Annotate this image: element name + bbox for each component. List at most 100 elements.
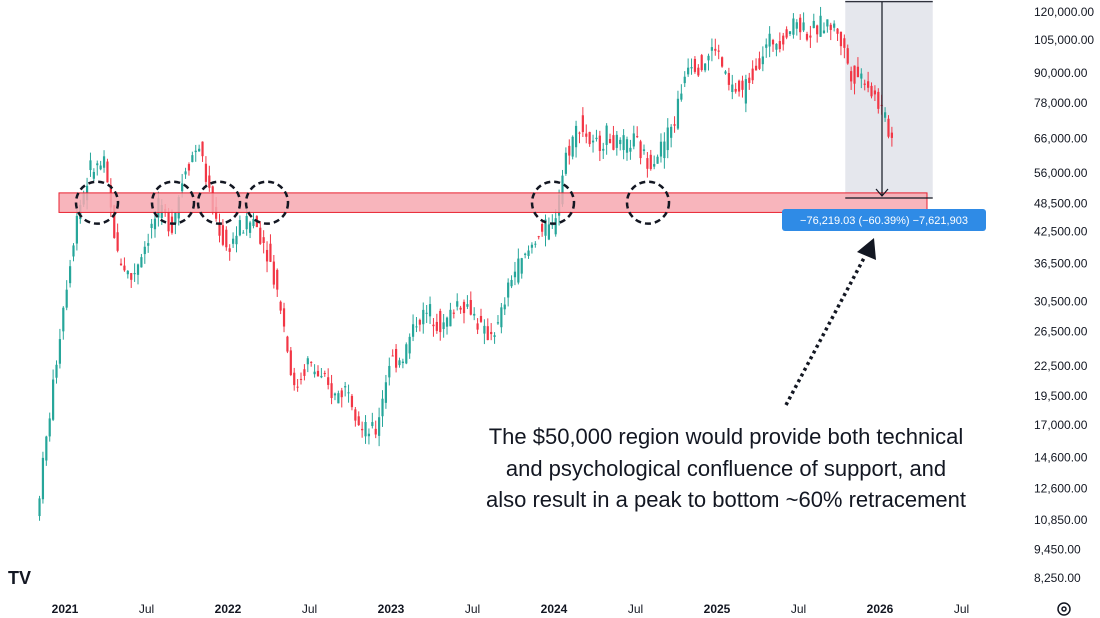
candle-body [659,141,663,157]
candle-body [765,44,768,48]
candle-body [99,165,102,170]
candle-body [330,383,333,399]
candle-body [228,248,231,252]
candle-body [805,33,809,40]
candle-body [839,31,843,47]
candle-body [775,43,778,50]
candle-body [184,171,187,175]
candle-body [306,358,309,365]
candle-body [469,300,472,315]
candle-body [411,324,415,337]
candle-body [198,148,201,152]
gear-icon[interactable] [1057,602,1071,616]
support-zone[interactable] [58,192,928,213]
candle-body [48,418,51,437]
candle-body [62,307,65,332]
candle-body [524,253,527,255]
x-tick-label: Jul [954,602,969,616]
candle-body [262,237,265,243]
y-tick-label: 78,000.00 [1034,96,1088,110]
candle-body [340,390,343,398]
x-tick-label: Jul [628,602,643,616]
candle-body [744,79,747,104]
candle-body [585,133,588,137]
support-touch-circle [625,180,671,225]
candle-body [700,55,703,71]
candle-body [225,229,228,248]
candle-body [252,218,255,227]
candle-body [676,98,680,129]
candle-body [822,30,826,34]
candle-body [670,126,673,138]
candle-body [96,163,99,166]
y-tick-label: 36,500.00 [1034,257,1088,271]
candle-body [221,225,225,245]
candle-body [748,77,751,84]
candle-body [517,258,520,283]
candle-body [799,17,802,33]
candle-body [364,421,367,437]
y-tick-label: 8,250.00 [1034,571,1081,585]
y-tick-label: 90,000.00 [1034,66,1088,80]
support-touch-circle [150,180,196,225]
candle-body [697,67,700,76]
candle-body [720,57,724,67]
candle-body [456,301,459,307]
candle-body [272,261,275,285]
candle-body [809,35,812,38]
candle-body [327,377,330,385]
y-tick-label: 19,500.00 [1034,389,1088,403]
candle-body [72,245,75,257]
candle-body [788,31,792,35]
candle-body [693,58,697,72]
candle-body [479,315,483,322]
candle-body [310,361,313,363]
tradingview-logo[interactable]: TV [8,568,31,588]
candle-body [731,84,734,92]
candle-body [530,244,534,248]
candle-body [445,317,449,327]
candle-body [615,134,618,148]
candle-body [388,365,391,378]
candle-body [428,304,432,317]
candle-body [418,319,421,325]
candle-body [795,22,798,29]
candle-body [194,150,197,153]
candle-body [846,48,849,64]
candle-body [248,222,252,233]
candle-body [381,398,384,417]
candle-body [771,40,775,45]
measure-tool[interactable] [845,1,933,199]
candle-body [537,236,540,238]
candle-body [259,227,262,244]
candle-body [52,379,55,420]
candle-body [174,212,177,224]
y-tick-label: 48,500.00 [1034,197,1088,211]
candle-body [136,264,140,275]
candle-body [92,171,95,179]
x-tick-label: Jul [465,602,480,616]
candle-body [704,63,707,71]
candle-body [208,175,211,188]
candle-body [354,409,357,421]
candle-body [147,243,150,246]
candle-body [870,85,873,97]
annotation-line-2: and psychological confluence of support,… [506,456,946,481]
candle-body [503,304,506,310]
x-tick-label: Jul [302,602,317,616]
candle-body [683,76,686,84]
candle-body [462,301,466,314]
y-axis: 120,000.00 105,000.00 90,000.00 78,000.00 66… [1034,5,1094,585]
measure-badge: −76,219.03 (−60.39%) −7,621,903 [782,209,986,232]
candle-body [303,369,306,376]
y-tick-label: 10,850.00 [1034,513,1088,527]
candle-body [602,148,605,151]
candle-body [425,312,428,314]
support-touch-circle [530,180,576,225]
annotation-text: The $50,000 region would provide both te… [486,424,966,512]
candle-body [666,127,669,151]
candle-body [768,33,771,47]
candle-body [299,378,303,380]
candle-body [476,323,479,330]
